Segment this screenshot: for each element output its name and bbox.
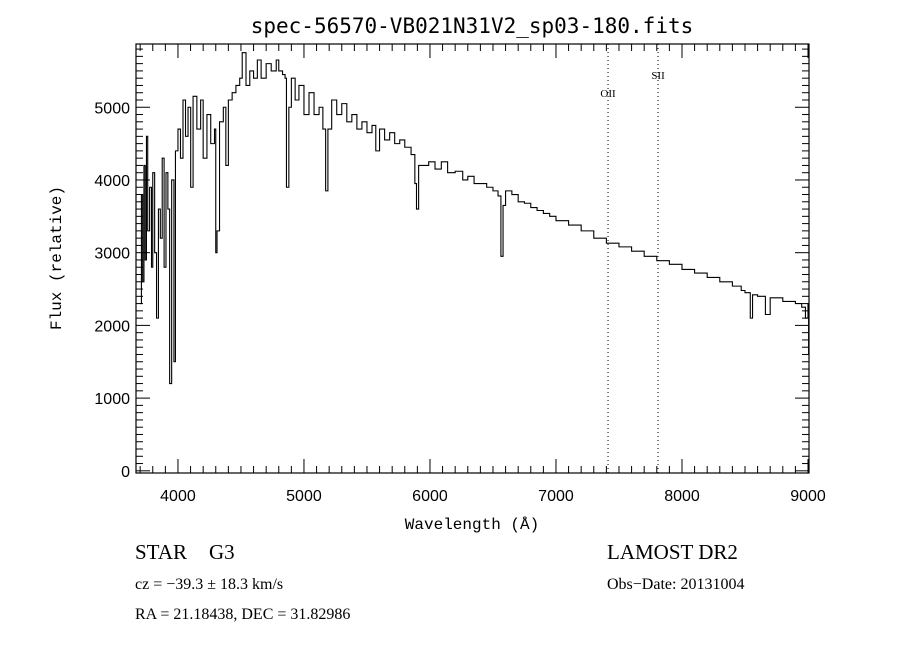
x-tick-label: 6000	[412, 488, 448, 505]
axis-ticks: 4000 5000 6000 7000 8000 9000 0 1000 2000 3000 400…	[94, 44, 826, 505]
object-class: STAR	[135, 540, 187, 564]
obs-date: Obs−Date: 20131004	[607, 576, 744, 593]
y-tick-label: 3000	[94, 246, 130, 263]
emission-label-oii: OII	[600, 88, 616, 100]
y-tick-label: 1000	[94, 391, 130, 408]
y-tick-label: 5000	[94, 100, 130, 117]
x-axis-label: Wavelength (Å)	[405, 516, 539, 534]
y-tick-label: 2000	[94, 318, 130, 335]
x-tick-label: 5000	[286, 488, 322, 505]
plot-frame	[135, 43, 810, 474]
chart-title: spec-56570-VB021N31V2_sp03-180.fits	[251, 14, 694, 38]
spectrum-line	[140, 52, 810, 385]
y-tick-label: 0	[121, 464, 130, 481]
coordinates: RA = 21.18438, DEC = 31.82986	[135, 606, 350, 623]
redshift-text: cz = −39.3 ± 18.3 km/s	[135, 576, 283, 593]
survey-name: LAMOST DR2	[607, 540, 738, 564]
x-tick-label: 9000	[790, 488, 826, 505]
x-tick-label: 7000	[538, 488, 574, 505]
y-tick-label: 4000	[94, 173, 130, 190]
emission-label-sii: SII	[651, 70, 665, 82]
emission-lines: OII SII	[600, 44, 665, 473]
object-subclass: G3	[209, 540, 235, 564]
y-axis-label: Flux (relative)	[48, 186, 66, 330]
x-tick-label: 8000	[664, 488, 700, 505]
x-tick-label: 4000	[160, 488, 196, 505]
